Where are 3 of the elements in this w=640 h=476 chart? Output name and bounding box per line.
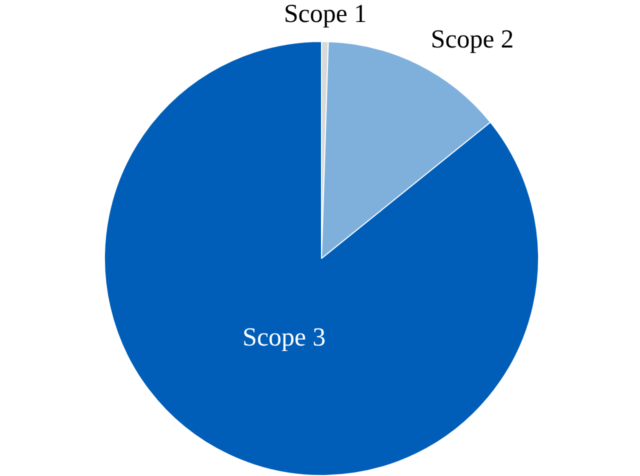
slice-label: Scope 3 [242,322,326,352]
slice-label: Scope 1 [284,0,367,28]
slice-label: Scope 2 [430,24,514,54]
